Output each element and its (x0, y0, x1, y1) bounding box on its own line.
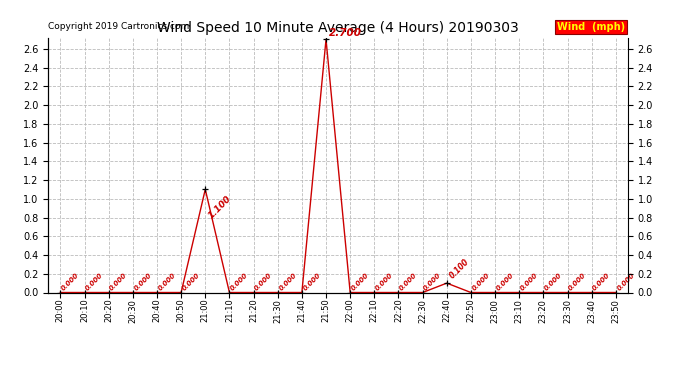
Text: 2.700: 2.700 (328, 27, 362, 38)
Text: Copyright 2019 Cartronics.com: Copyright 2019 Cartronics.com (48, 22, 190, 31)
Text: 0.000: 0.000 (85, 272, 104, 292)
Text: 0.000: 0.000 (254, 272, 273, 292)
Text: Wind  (mph): Wind (mph) (557, 22, 625, 32)
Text: 0.000: 0.000 (302, 272, 322, 292)
Text: 0.000: 0.000 (351, 272, 370, 292)
Text: 0.000: 0.000 (157, 272, 177, 292)
Text: 0.000: 0.000 (544, 272, 563, 292)
Text: 0.000: 0.000 (423, 272, 442, 292)
Text: 0.000: 0.000 (399, 272, 418, 292)
Text: 0.100: 0.100 (448, 257, 471, 280)
Text: 0.000: 0.000 (520, 272, 539, 292)
Text: 0.000: 0.000 (495, 272, 515, 292)
Text: 0.000: 0.000 (568, 272, 587, 292)
Text: 0.000: 0.000 (471, 272, 491, 292)
Text: 1.100: 1.100 (206, 194, 233, 220)
Text: 0.000: 0.000 (278, 272, 297, 292)
Text: 0.000: 0.000 (133, 272, 152, 292)
Text: 0.000: 0.000 (375, 272, 394, 292)
Text: 0.000: 0.000 (61, 272, 80, 292)
Text: 0.000: 0.000 (230, 272, 249, 292)
Text: 0.000: 0.000 (181, 272, 201, 292)
Text: 0.000: 0.000 (592, 272, 611, 292)
Text: 0.000: 0.000 (616, 272, 635, 292)
Text: 0.000: 0.000 (109, 272, 128, 292)
Title: Wind Speed 10 Minute Average (4 Hours) 20190303: Wind Speed 10 Minute Average (4 Hours) 2… (157, 21, 519, 35)
